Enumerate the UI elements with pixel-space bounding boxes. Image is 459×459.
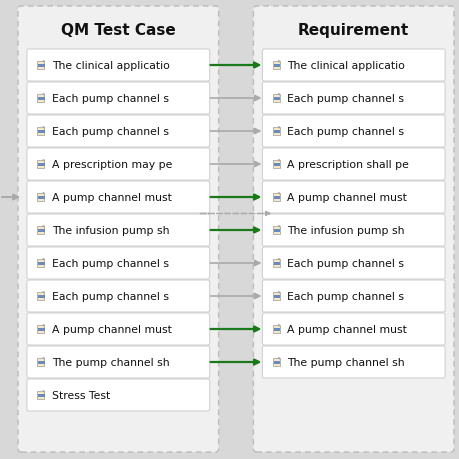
Polygon shape [43, 128, 44, 129]
FancyBboxPatch shape [263, 247, 445, 280]
FancyBboxPatch shape [263, 50, 445, 82]
Text: The infusion pump sh: The infusion pump sh [287, 225, 405, 235]
FancyBboxPatch shape [38, 325, 44, 334]
Polygon shape [278, 358, 280, 359]
Text: A pump channel must: A pump channel must [287, 325, 407, 334]
Text: Each pump channel s: Each pump channel s [52, 127, 169, 137]
Polygon shape [278, 193, 280, 195]
FancyBboxPatch shape [38, 128, 44, 136]
Polygon shape [278, 325, 280, 327]
FancyBboxPatch shape [18, 7, 218, 452]
FancyBboxPatch shape [27, 182, 210, 213]
Polygon shape [278, 128, 280, 129]
FancyBboxPatch shape [263, 280, 445, 312]
FancyBboxPatch shape [38, 62, 44, 70]
FancyBboxPatch shape [273, 358, 280, 367]
Polygon shape [278, 226, 280, 228]
FancyBboxPatch shape [263, 346, 445, 378]
FancyBboxPatch shape [273, 259, 280, 268]
Text: A prescription shall pe: A prescription shall pe [287, 160, 409, 170]
Text: The infusion pump sh: The infusion pump sh [52, 225, 169, 235]
FancyBboxPatch shape [263, 313, 445, 345]
FancyBboxPatch shape [273, 325, 280, 334]
Polygon shape [278, 160, 280, 162]
FancyBboxPatch shape [27, 247, 210, 280]
FancyBboxPatch shape [27, 346, 210, 378]
Text: Each pump channel s: Each pump channel s [52, 291, 169, 302]
FancyBboxPatch shape [38, 259, 44, 268]
FancyBboxPatch shape [27, 214, 210, 246]
Polygon shape [43, 193, 44, 195]
Text: Requirement: Requirement [298, 22, 409, 38]
Polygon shape [43, 259, 44, 261]
Text: The clinical applicatio: The clinical applicatio [287, 61, 405, 71]
Polygon shape [43, 292, 44, 294]
Polygon shape [43, 160, 44, 162]
Text: A pump channel must: A pump channel must [52, 325, 172, 334]
FancyBboxPatch shape [38, 95, 44, 103]
Polygon shape [43, 325, 44, 327]
Text: The pump channel sh: The pump channel sh [52, 357, 169, 367]
Text: Each pump channel s: Each pump channel s [52, 258, 169, 269]
FancyBboxPatch shape [38, 391, 44, 399]
FancyBboxPatch shape [38, 292, 44, 301]
Text: Each pump channel s: Each pump channel s [287, 291, 404, 302]
FancyBboxPatch shape [273, 193, 280, 202]
Polygon shape [278, 95, 280, 96]
Text: A prescription may pe: A prescription may pe [52, 160, 172, 170]
Polygon shape [43, 95, 44, 96]
Polygon shape [278, 292, 280, 294]
Text: Each pump channel s: Each pump channel s [287, 258, 404, 269]
Text: Stress Test: Stress Test [52, 390, 110, 400]
FancyBboxPatch shape [27, 83, 210, 115]
FancyBboxPatch shape [38, 193, 44, 202]
Polygon shape [43, 226, 44, 228]
FancyBboxPatch shape [263, 116, 445, 148]
Polygon shape [43, 391, 44, 392]
FancyBboxPatch shape [273, 160, 280, 169]
Text: Each pump channel s: Each pump channel s [287, 94, 404, 104]
FancyBboxPatch shape [273, 128, 280, 136]
Text: The pump channel sh: The pump channel sh [287, 357, 405, 367]
FancyBboxPatch shape [27, 149, 210, 180]
Text: Each pump channel s: Each pump channel s [287, 127, 404, 137]
FancyBboxPatch shape [263, 149, 445, 180]
FancyBboxPatch shape [273, 95, 280, 103]
FancyBboxPatch shape [27, 116, 210, 148]
Text: A pump channel must: A pump channel must [287, 193, 407, 202]
FancyBboxPatch shape [27, 379, 210, 411]
FancyBboxPatch shape [27, 50, 210, 82]
FancyBboxPatch shape [38, 160, 44, 169]
FancyBboxPatch shape [273, 226, 280, 235]
FancyBboxPatch shape [273, 62, 280, 70]
Polygon shape [278, 62, 280, 63]
Text: Each pump channel s: Each pump channel s [52, 94, 169, 104]
Text: The clinical applicatio: The clinical applicatio [52, 61, 170, 71]
FancyBboxPatch shape [27, 280, 210, 312]
FancyBboxPatch shape [38, 226, 44, 235]
Polygon shape [43, 358, 44, 359]
Polygon shape [43, 62, 44, 63]
Text: QM Test Case: QM Test Case [61, 22, 176, 38]
FancyBboxPatch shape [27, 313, 210, 345]
FancyBboxPatch shape [38, 358, 44, 367]
FancyBboxPatch shape [263, 83, 445, 115]
FancyBboxPatch shape [253, 7, 454, 452]
FancyBboxPatch shape [263, 182, 445, 213]
Polygon shape [278, 259, 280, 261]
FancyBboxPatch shape [273, 292, 280, 301]
FancyBboxPatch shape [263, 214, 445, 246]
Text: A pump channel must: A pump channel must [52, 193, 172, 202]
